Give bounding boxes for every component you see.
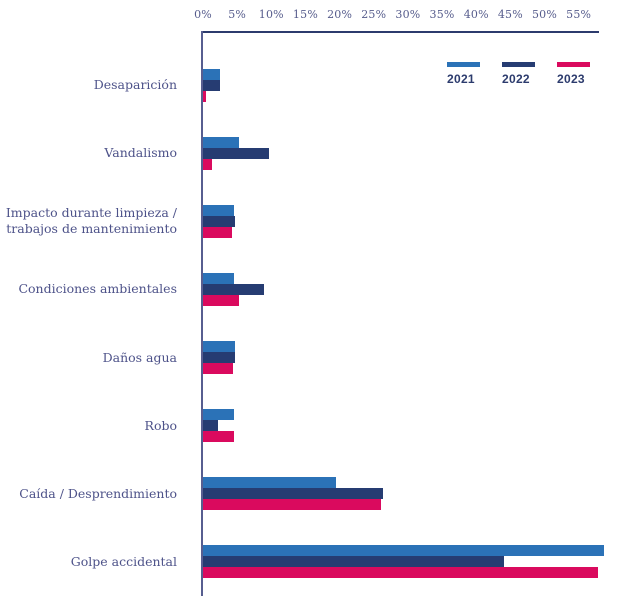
- bar-2023: [203, 567, 598, 579]
- category-row: Impacto durante limpieza / trabajos de m…: [0, 187, 625, 255]
- bar-2023: [203, 499, 382, 511]
- legend-item-2021: 2021: [447, 62, 481, 86]
- bar-2022: [203, 352, 236, 364]
- category-row: Caída / Desprendimiento: [0, 460, 625, 528]
- bar-2021: [203, 272, 234, 284]
- category-row: Desaparición: [0, 51, 625, 119]
- x-tick-label: 35%: [429, 8, 455, 21]
- bar-2022: [203, 556, 505, 568]
- bar-2023: [203, 294, 240, 306]
- bar-2021: [203, 409, 234, 421]
- chart-rows: Desaparición Vandalismo Impacto durante li…: [0, 51, 625, 596]
- category-label: Vandalismo: [104, 145, 177, 161]
- bar-2022: [203, 283, 264, 295]
- x-tick-label: 20%: [327, 8, 353, 21]
- legend-label: 2023: [557, 72, 585, 86]
- bar-2022: [203, 147, 270, 159]
- x-tick-label: 30%: [395, 8, 421, 21]
- bar-group: [203, 341, 606, 375]
- legend-label: 2021: [447, 72, 475, 86]
- x-tick-label: 10%: [258, 8, 284, 21]
- bar-2022: [203, 215, 236, 227]
- bar-2021: [203, 545, 604, 557]
- bar-2021: [203, 341, 236, 353]
- category-row: Robo: [0, 392, 625, 460]
- bar-2023: [203, 90, 206, 102]
- legend-item-2022: 2022: [502, 62, 536, 86]
- bar-2022: [203, 420, 219, 432]
- bar-2023: [203, 431, 234, 443]
- category-label: Caída / Desprendimiento: [19, 485, 177, 501]
- category-label: Desaparición: [93, 77, 177, 93]
- y-axis-line: [201, 31, 203, 596]
- category-label: Robo: [144, 417, 177, 433]
- category-label: Golpe accidental: [70, 553, 177, 569]
- legend-label: 2022: [502, 72, 530, 86]
- bar-group: [203, 204, 606, 238]
- bar-2023: [203, 363, 234, 375]
- bar-2021: [203, 136, 239, 148]
- x-tick-label: 0%: [194, 8, 212, 21]
- bar-2021: [203, 68, 221, 80]
- bar-2022: [203, 488, 384, 500]
- category-row: Golpe accidental: [0, 528, 625, 596]
- bar-group: [203, 68, 606, 102]
- x-tick-label: 5%: [228, 8, 247, 21]
- bar-2022: [203, 79, 221, 91]
- bar-2023: [203, 158, 212, 170]
- bar-group: [203, 477, 606, 511]
- x-tick-label: 50%: [531, 8, 558, 21]
- category-row: Condiciones ambientales: [0, 255, 625, 323]
- category-row: Vandalismo: [0, 119, 625, 187]
- x-tick-label: 25%: [361, 8, 387, 21]
- x-tick-label: 45%: [497, 8, 523, 21]
- x-tick-label: 15%: [292, 8, 318, 21]
- bar-2021: [203, 204, 234, 216]
- legend-item-2023: 2023: [557, 62, 591, 86]
- legend-swatch: [502, 62, 535, 67]
- legend: 2021 2022 2023: [447, 62, 591, 86]
- bar-2023: [203, 226, 233, 238]
- bar-group: [203, 545, 606, 579]
- x-axis-line: [203, 31, 599, 33]
- x-tick-label: 55%: [566, 8, 592, 21]
- bar-2021: [203, 477, 337, 489]
- legend-swatch: [447, 62, 480, 67]
- x-tick-label: 40%: [463, 8, 489, 21]
- legend-swatch: [557, 62, 590, 67]
- bar-group: [203, 136, 606, 170]
- category-label: Condiciones ambientales: [18, 281, 177, 297]
- x-axis-ticks: 0% 5% 10% 15% 20% 25% 30% 35% 40% 45% 50% 55%: [194, 8, 613, 24]
- bar-group: [203, 272, 606, 306]
- category-label: Daños agua: [102, 349, 177, 365]
- bar-group: [203, 409, 606, 443]
- category-row: Daños agua: [0, 324, 625, 392]
- category-label: Impacto durante limpieza / trabajos de m…: [5, 205, 177, 237]
